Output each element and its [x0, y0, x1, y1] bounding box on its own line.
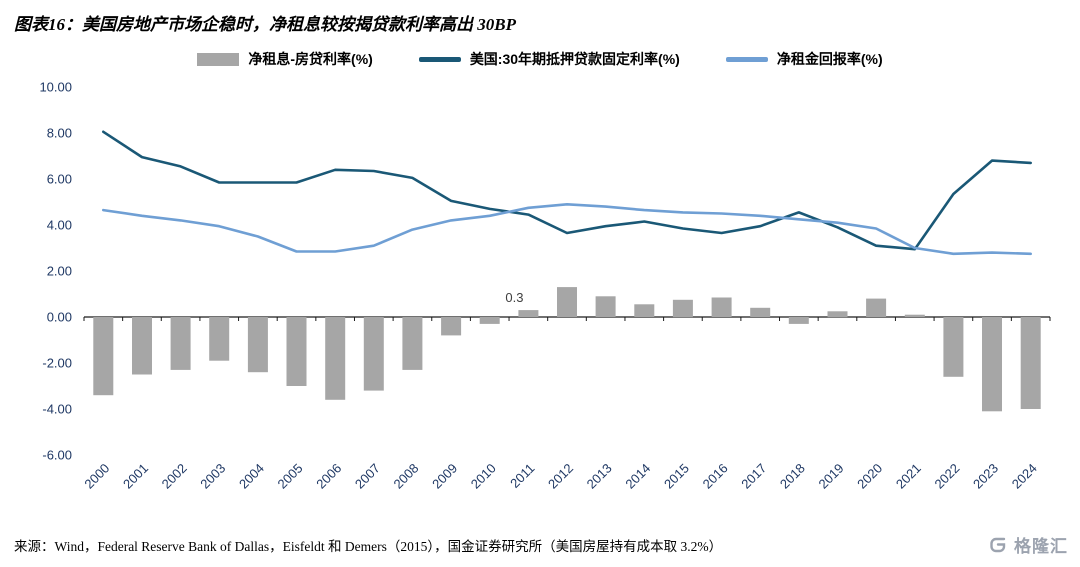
x-axis-tick-label: 2011 [507, 461, 537, 491]
y-axis-tick-label: 4.00 [47, 218, 72, 233]
bar-2016 [711, 297, 732, 317]
bar-2014 [634, 304, 655, 317]
gelonghui-logo-icon [988, 535, 1008, 555]
bar-2006 [325, 317, 346, 400]
x-axis-tick-label: 2010 [468, 461, 499, 492]
legend-swatch-line [725, 56, 768, 62]
x-axis-tick-label: 2013 [584, 461, 615, 492]
combo-chart: 10.00 8.00 6.00 4.00 2.00 0.00 -2.00 -4.00 -6.00… [39, 80, 1051, 492]
bar-2002 [170, 317, 191, 370]
y-axis-tick-label: 8.00 [47, 126, 72, 141]
bar-2023 [982, 317, 1002, 412]
bar-2017 [750, 307, 771, 317]
y-axis-tick-label: 2.00 [47, 264, 72, 279]
x-axis-tick-label: 2012 [545, 461, 576, 492]
bar-2008 [402, 317, 423, 370]
line-series [102, 203, 1032, 256]
x-axis-tick-label: 2001 [120, 461, 151, 492]
chart-title: 图表16：美国房地产市场企稳时，净租息较按揭贷款利率高出 30BP [14, 15, 516, 34]
bar-2024 [1020, 317, 1041, 409]
watermark: 格隆汇 [988, 532, 1068, 557]
line-series [102, 130, 1032, 251]
legend-item: 美国:30年期抵押贷款固定利率(%) [418, 49, 680, 69]
x-axis-tick-label: 2014 [622, 461, 653, 492]
y-axis-tick-label: 6.00 [47, 172, 72, 187]
legend-item: 净租息-房贷利率(%) [197, 49, 373, 69]
bar-2001 [132, 317, 152, 375]
watermark-text: 格隆汇 [1014, 537, 1068, 556]
bar-2013 [595, 296, 616, 317]
x-axis-tick-label: 2002 [159, 461, 190, 492]
bar-2021 [904, 314, 925, 317]
x-axis-tick-label: 2000 [81, 461, 112, 492]
x-axis-tick-label: 2004 [236, 461, 267, 492]
bar-2015 [672, 299, 693, 318]
bar-2003 [209, 317, 230, 361]
x-axis-tick-label: 2022 [931, 461, 962, 492]
legend-label: 美国:30年期抵押贷款固定利率(%) [469, 51, 680, 67]
bar-2022 [943, 317, 964, 377]
legend-swatch-bar [197, 52, 240, 66]
bar-2005 [286, 317, 307, 386]
bar-2011 [518, 310, 539, 317]
bar-2018 [788, 317, 809, 324]
x-axis-tick-label: 2019 [816, 461, 847, 492]
x-axis-tick-label: 2017 [738, 461, 769, 492]
legend: 净租息-房贷利率(%) 美国:30年期抵押贷款固定利率(%) 净租金回报率(%) [0, 49, 1080, 69]
x-axis-tick-label: 2006 [313, 461, 344, 492]
bar-2000 [93, 317, 114, 396]
x-axis-tick-label: 2005 [275, 461, 306, 492]
source-note: 来源：Wind，Federal Reserve Bank of Dallas，E… [14, 538, 723, 554]
legend-label: 净租金回报率(%) [776, 51, 883, 67]
legend-swatch-line [418, 56, 461, 62]
bar-2007 [363, 317, 384, 391]
y-axis-tick-label: -6.00 [42, 448, 72, 463]
y-axis-tick-label: 10.00 [39, 80, 72, 95]
x-axis-tick-label: 2023 [970, 461, 1001, 492]
bar-2009 [441, 317, 462, 336]
x-axis-tick-label: 2016 [700, 461, 731, 492]
bar-2019 [827, 311, 848, 318]
footer: 来源：Wind，Federal Reserve Bank of Dallas，E… [0, 532, 1080, 561]
x-axis-tick-label: 2021 [893, 461, 924, 492]
x-axis-tick-label: 2003 [197, 461, 228, 492]
bar-2012 [557, 287, 577, 317]
x-axis-tick-label: 2018 [777, 461, 808, 492]
x-axis-tick-label: 2015 [661, 461, 692, 492]
bar-2004 [247, 317, 268, 373]
x-axis-tick-label: 2020 [854, 461, 885, 492]
data-label: 0.3 [505, 290, 523, 305]
x-axis-tick-label: 2007 [352, 461, 383, 492]
bar-2010 [479, 317, 500, 324]
x-axis-tick-label: 2009 [429, 461, 460, 492]
y-axis-tick-label: -4.00 [42, 402, 72, 417]
x-axis-tick-label: 2024 [1009, 461, 1040, 492]
y-axis-tick-label: -2.00 [42, 356, 72, 371]
y-axis-tick-label: 0.00 [47, 310, 72, 325]
x-axis-tick-label: 2008 [390, 461, 421, 492]
legend-item: 净租金回报率(%) [725, 49, 883, 69]
legend-label: 净租息-房贷利率(%) [248, 51, 373, 67]
bar-2020 [866, 298, 887, 317]
